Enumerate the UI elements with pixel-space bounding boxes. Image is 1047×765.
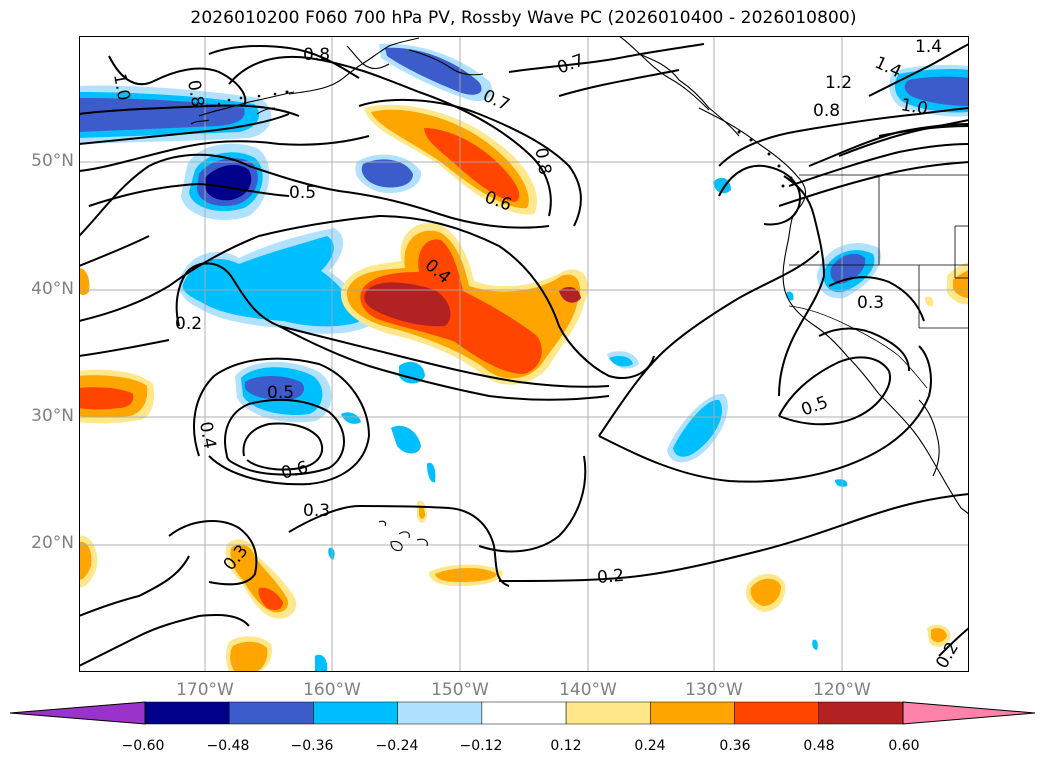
colorbar-segment <box>397 701 483 725</box>
colorbar-segment <box>734 701 820 725</box>
pv-contours <box>79 43 969 667</box>
lat-label: 30°N <box>31 406 74 426</box>
lon-label: 160°W <box>303 680 361 700</box>
contour-label: 0.6 <box>279 457 310 483</box>
colorbar-tick: 0.24 <box>634 738 666 754</box>
contour-label: 0.8 <box>303 45 330 65</box>
colorbar-tick: 0.36 <box>719 738 751 754</box>
contour-label: 0.5 <box>289 183 316 203</box>
contour-label: 1.2 <box>825 73 852 93</box>
lon-label: 130°W <box>685 680 743 700</box>
contour-label: 0.4 <box>195 420 219 450</box>
map-canvas: 1.0 0.8 0.8 0.7 0.7 0.8 0.6 0.5 0.4 0.2 … <box>79 36 969 672</box>
contour-label: 0.3 <box>857 293 884 313</box>
colorbar-min-extension <box>9 701 146 725</box>
colorbar-tick: 0.60 <box>888 738 920 754</box>
contour-label: 0.2 <box>596 566 625 588</box>
contour-label: 0.8 <box>183 79 207 109</box>
lat-label: 40°N <box>31 279 74 299</box>
colorbar-segment <box>565 701 651 725</box>
contour-label: 1.4 <box>915 37 942 57</box>
colorbar-segment <box>650 701 735 725</box>
colorbar-segment <box>313 701 398 725</box>
colorbar-max-extension <box>902 701 1036 725</box>
contour-label: 0.7 <box>555 50 587 78</box>
colorbar-tick: −0.60 <box>121 738 165 754</box>
political-boundaries <box>788 174 969 389</box>
contour-label: 0.5 <box>267 383 294 403</box>
lon-label: 120°W <box>813 680 871 700</box>
colorbar-segment <box>144 701 230 725</box>
negative-anomaly-shading <box>79 43 969 672</box>
lon-label: 170°W <box>176 680 234 700</box>
colorbar-tick: 0.48 <box>803 738 835 754</box>
map-panel: 1.0 0.8 0.8 0.7 0.7 0.8 0.6 0.5 0.4 0.2 … <box>79 36 969 672</box>
colorbar-tick: 0.12 <box>550 738 582 754</box>
lon-label: 140°W <box>559 680 617 700</box>
colorbar-tick: −0.12 <box>459 738 503 754</box>
colorbar-segment <box>228 701 314 725</box>
colorbar-segment <box>481 701 567 725</box>
contour-label: 1.0 <box>109 72 133 102</box>
colorbar-tick: −0.36 <box>290 738 334 754</box>
contour-label: 1.0 <box>899 95 929 119</box>
contour-label: 0.8 <box>530 146 554 176</box>
contour-label: 0.8 <box>813 101 840 121</box>
lat-label: 20°N <box>31 533 74 553</box>
map-title: 2026010200 F060 700 hPa PV, Rossby Wave … <box>190 8 857 28</box>
positive-anomaly-shading <box>79 104 969 672</box>
contour-label: 0.3 <box>303 501 330 521</box>
lon-label: 150°W <box>431 680 489 700</box>
colorbar-segment <box>818 701 904 725</box>
contour-label: 0.5 <box>799 392 831 420</box>
lat-label: 50°N <box>31 151 74 171</box>
colorbar <box>9 701 1036 725</box>
contour-label: 0.2 <box>175 314 202 334</box>
colorbar-tick: −0.24 <box>375 738 419 754</box>
colorbar-tick: −0.48 <box>206 738 250 754</box>
